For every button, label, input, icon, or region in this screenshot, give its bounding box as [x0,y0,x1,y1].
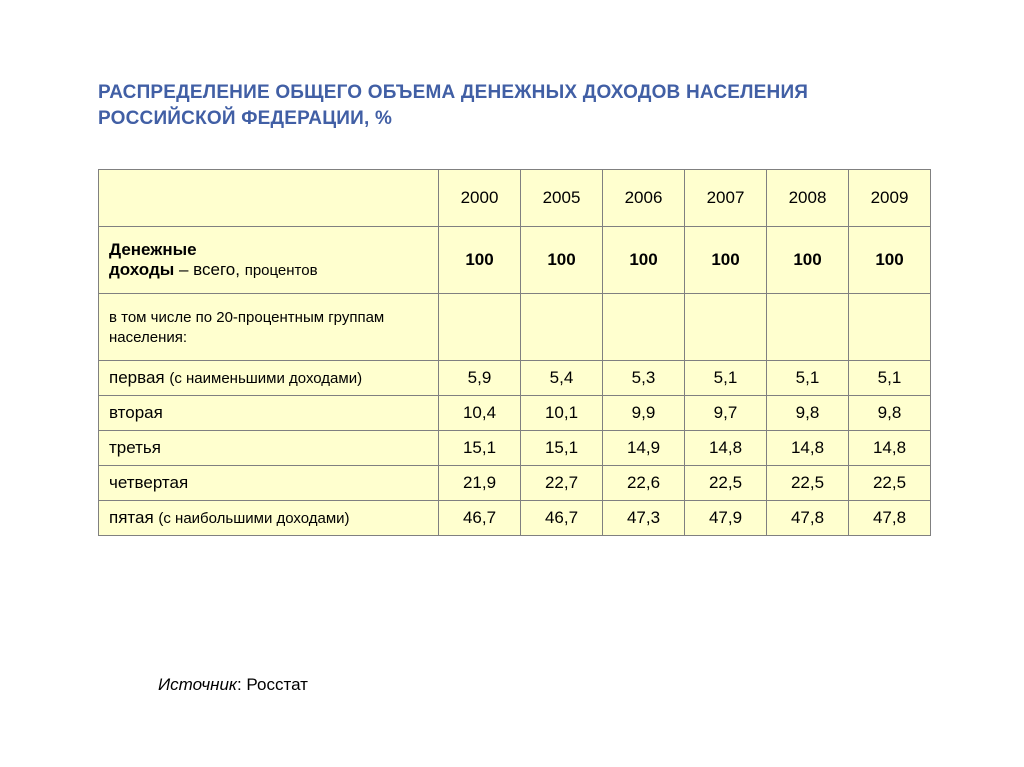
cell-value [603,294,685,361]
cell-value: 9,7 [685,396,767,431]
cell-value: 47,8 [767,501,849,536]
source-colon: : [237,675,246,694]
cell-value [439,294,521,361]
cell-value: 10,1 [521,396,603,431]
cell-value: 47,8 [849,501,931,536]
income-distribution-table: 2000 2005 2006 2007 2008 2009 Денежныедо… [98,169,931,536]
cell-value [849,294,931,361]
cell-value: 22,5 [685,466,767,501]
cell-value: 47,9 [685,501,767,536]
cell-value: 100 [685,227,767,294]
cell-value: 9,9 [603,396,685,431]
row-label: пятая (с наибольшими доходами) [99,501,439,536]
cell-value: 5,3 [603,361,685,396]
source-line: Источник: Росстат [158,675,308,695]
cell-value: 22,5 [767,466,849,501]
cell-value: 5,1 [767,361,849,396]
cell-value: 5,1 [849,361,931,396]
slide: РАСПРЕДЕЛЕНИЕ ОБЩЕГО ОБЪЕМА ДЕНЕЖНЫХ ДОХ… [0,0,1024,767]
page-title: РАСПРЕДЕЛЕНИЕ ОБЩЕГО ОБЪЕМА ДЕНЕЖНЫХ ДОХ… [98,80,926,131]
table-header-year: 2008 [767,170,849,227]
table-body: Денежныедоходы – всего, процентов1001001… [99,227,931,536]
cell-value: 100 [521,227,603,294]
table-header-row: 2000 2005 2006 2007 2008 2009 [99,170,931,227]
cell-value: 5,1 [685,361,767,396]
table-row: Денежныедоходы – всего, процентов1001001… [99,227,931,294]
table-row: в том числе по 20-процентным группам нас… [99,294,931,361]
row-label: третья [99,431,439,466]
cell-value: 14,8 [767,431,849,466]
cell-value: 9,8 [767,396,849,431]
cell-value: 9,8 [849,396,931,431]
row-label: Денежныедоходы – всего, процентов [99,227,439,294]
cell-value: 15,1 [439,431,521,466]
row-label: в том числе по 20-процентным группам нас… [99,294,439,361]
cell-value: 100 [849,227,931,294]
table-header-year: 2006 [603,170,685,227]
cell-value: 14,9 [603,431,685,466]
table-row: четвертая21,922,722,622,522,522,5 [99,466,931,501]
table-header-year: 2007 [685,170,767,227]
cell-value: 46,7 [521,501,603,536]
cell-value: 14,8 [849,431,931,466]
cell-value: 47,3 [603,501,685,536]
table-row: первая (с наименьшими доходами)5,95,45,3… [99,361,931,396]
cell-value: 15,1 [521,431,603,466]
table-row: пятая (с наибольшими доходами)46,746,747… [99,501,931,536]
source-value: Росстат [246,675,308,694]
cell-value: 100 [767,227,849,294]
cell-value: 21,9 [439,466,521,501]
cell-value: 5,9 [439,361,521,396]
table-row: вторая10,410,19,99,79,89,8 [99,396,931,431]
table-header-year: 2000 [439,170,521,227]
cell-value: 46,7 [439,501,521,536]
cell-value: 100 [439,227,521,294]
cell-value [685,294,767,361]
cell-value: 100 [603,227,685,294]
table-row: третья15,115,114,914,814,814,8 [99,431,931,466]
table-header-blank [99,170,439,227]
cell-value: 14,8 [685,431,767,466]
cell-value: 22,6 [603,466,685,501]
table-header-year: 2009 [849,170,931,227]
table-header-year: 2005 [521,170,603,227]
source-label: Источник [158,675,237,694]
cell-value: 5,4 [521,361,603,396]
cell-value: 22,7 [521,466,603,501]
row-label: вторая [99,396,439,431]
cell-value: 10,4 [439,396,521,431]
cell-value [767,294,849,361]
row-label: четвертая [99,466,439,501]
cell-value: 22,5 [849,466,931,501]
cell-value [521,294,603,361]
row-label: первая (с наименьшими доходами) [99,361,439,396]
